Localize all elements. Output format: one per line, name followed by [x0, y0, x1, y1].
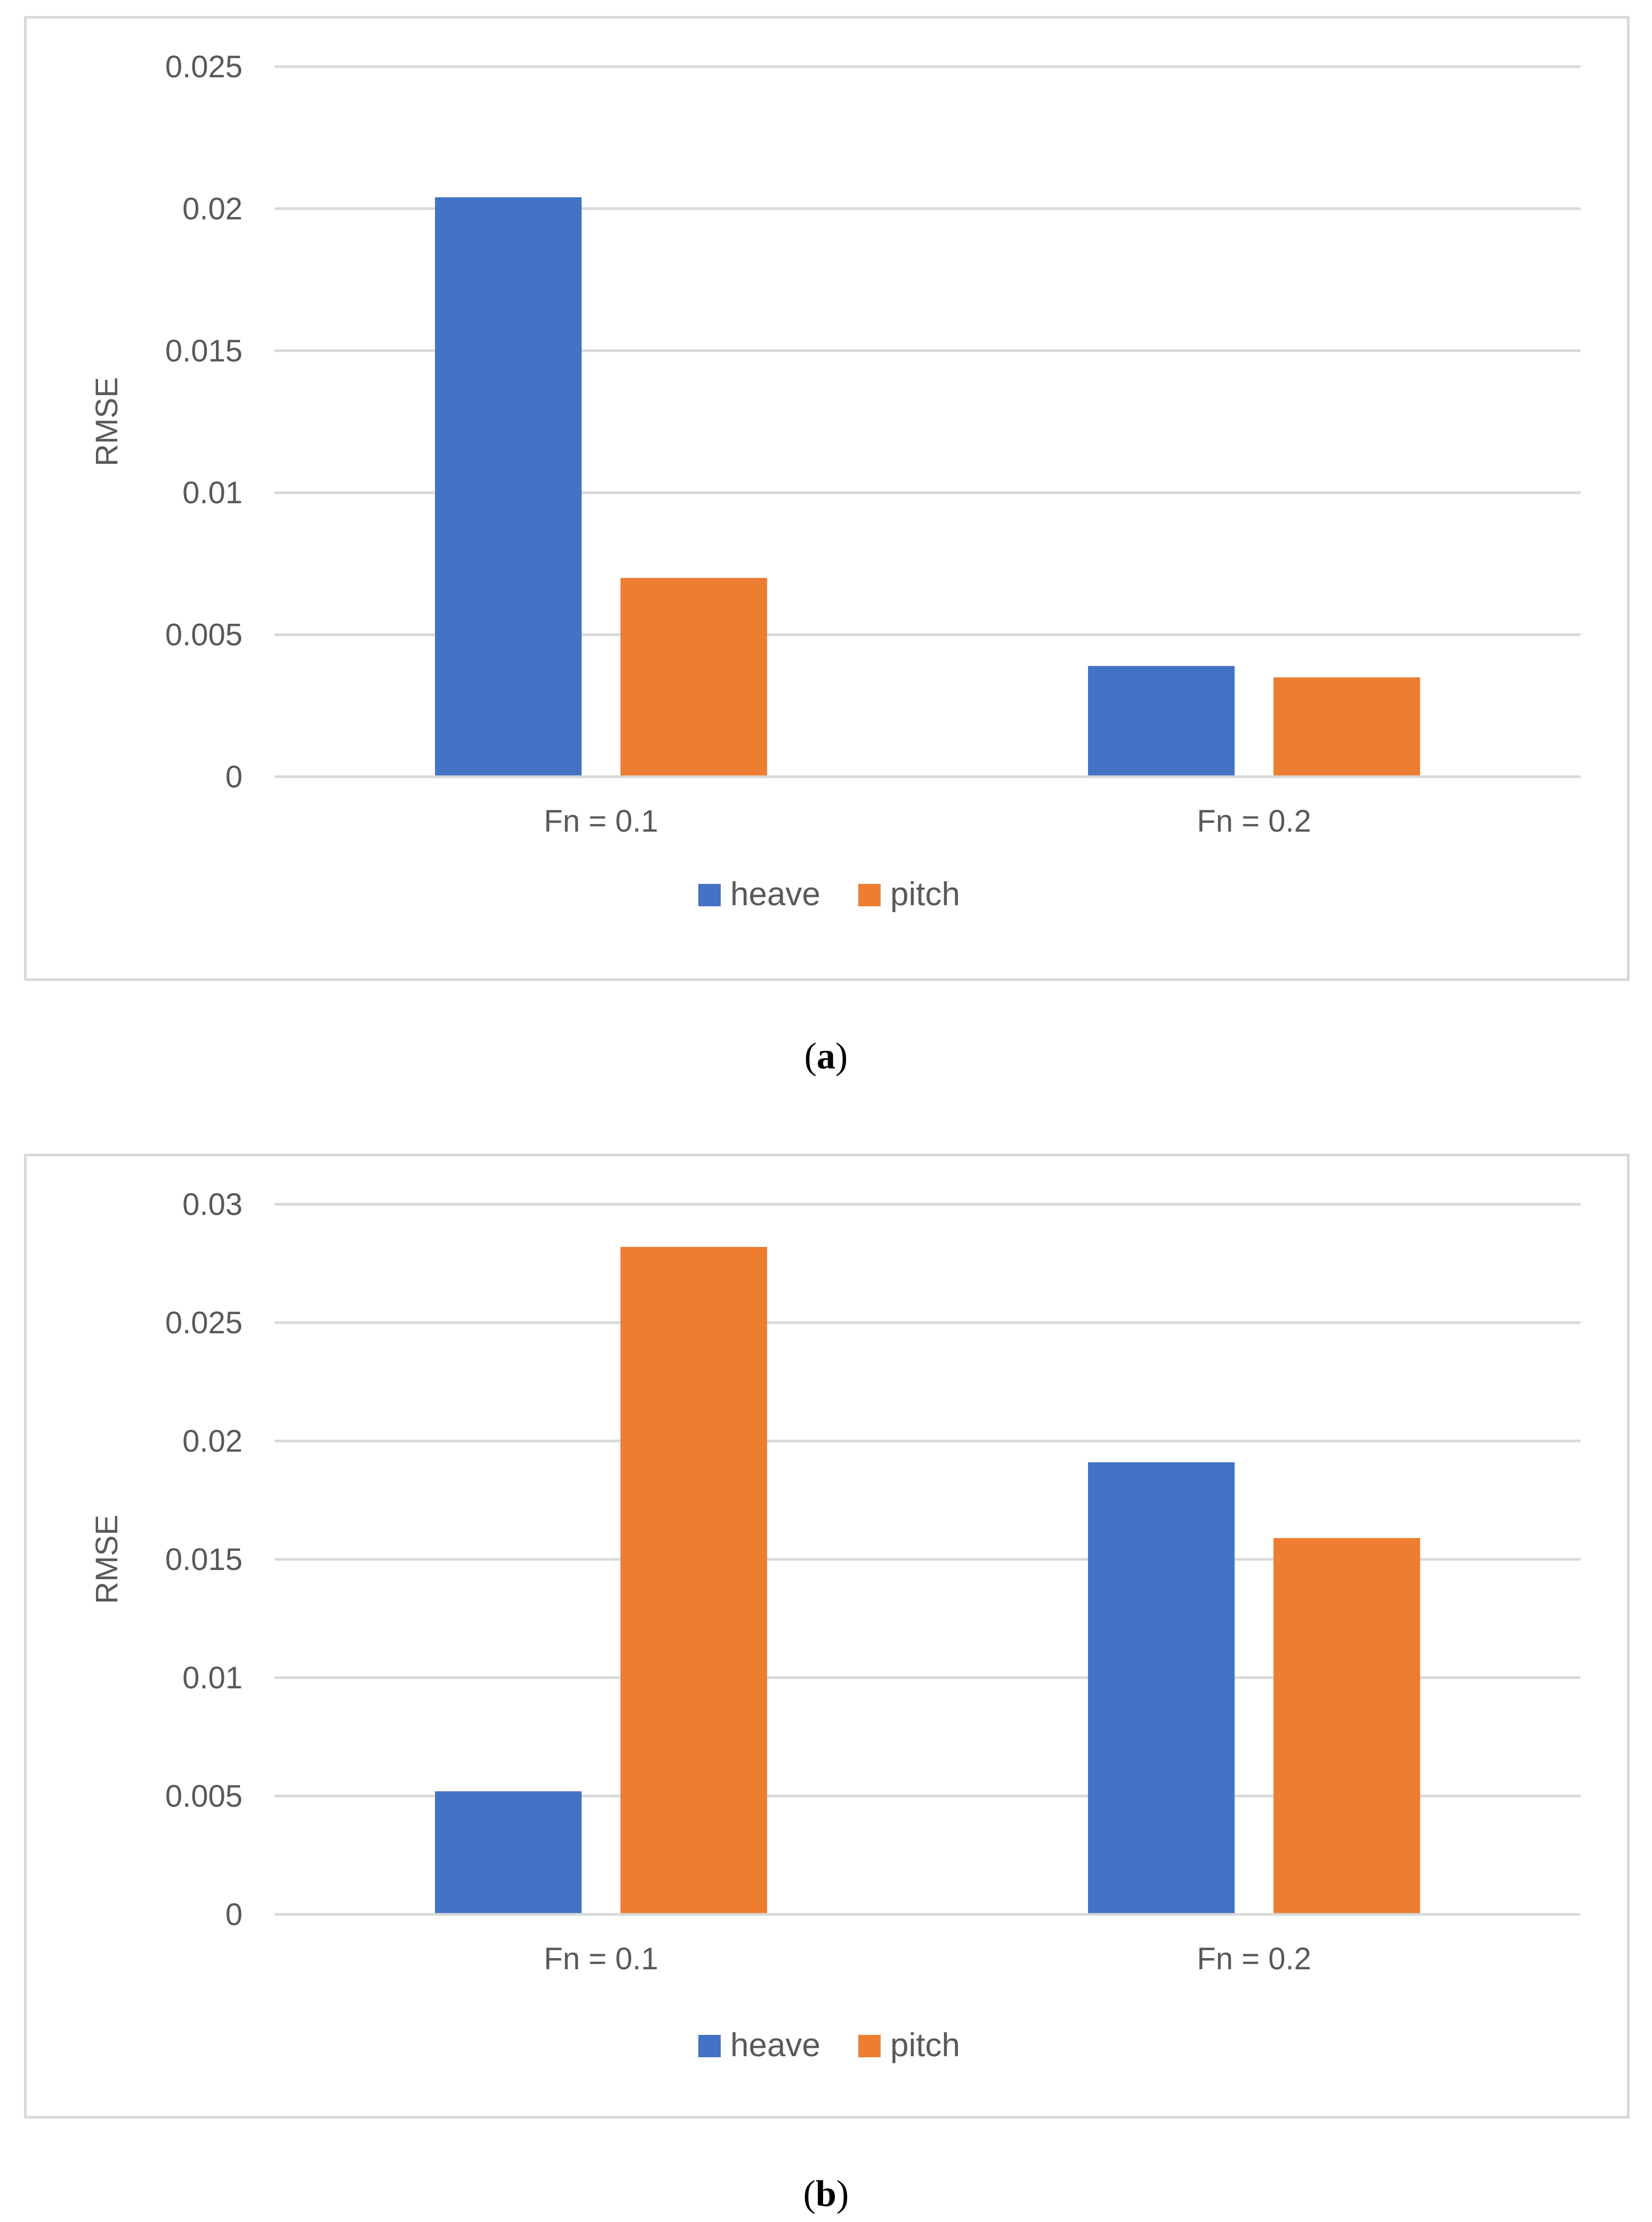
- legend-swatch-heave: [698, 2035, 721, 2057]
- legend-label-pitch: pitch: [890, 876, 960, 913]
- bar-pitch-1: [620, 1246, 767, 1914]
- y-axis-title: RMSE: [90, 377, 124, 466]
- caption-a: (a): [804, 1036, 848, 1077]
- bar-heave-2: [1088, 1462, 1235, 1914]
- caption-b-letter: b: [816, 2173, 836, 2215]
- caption-b: (b): [803, 2173, 849, 2215]
- y-tick-label: 0.01: [182, 1661, 243, 1695]
- y-tick-label: 0.03: [182, 1187, 243, 1222]
- chart-panel-b: 0 0.005 0.01 0.015 0.02 0.025 0.03 RMSE Fn = 0.1…: [24, 1154, 1630, 2119]
- bar-heave-1: [435, 1791, 582, 1914]
- legend-swatch-heave: [698, 884, 721, 906]
- y-tick-label: 0.025: [165, 1306, 243, 1340]
- legend-label-heave: heave: [730, 2027, 820, 2064]
- bar-heave-1: [435, 197, 582, 777]
- x-category-label: Fn = 0.2: [1197, 804, 1311, 839]
- bar-pitch-1: [620, 578, 767, 777]
- y-tick-label: 0.015: [165, 1542, 243, 1577]
- bar-pitch-2: [1274, 1538, 1420, 1914]
- x-category-label: Fn = 0.2: [1197, 1942, 1311, 1976]
- y-tick-label: 0: [225, 1897, 243, 1932]
- y-tick-label: 0.025: [165, 50, 243, 84]
- legend-label-pitch: pitch: [890, 2027, 960, 2064]
- caption-a-letter: a: [817, 1036, 835, 1077]
- bar-pitch-2: [1274, 677, 1420, 777]
- x-category-label: Fn = 0.1: [544, 804, 658, 839]
- y-tick-label: 0.005: [165, 1779, 243, 1814]
- y-tick-label: 0: [225, 760, 243, 794]
- bar-heave-2: [1088, 666, 1235, 777]
- y-tick-label: 0.005: [165, 618, 243, 653]
- y-tick-label: 0.01: [182, 476, 243, 510]
- y-axis-title: RMSE: [90, 1515, 124, 1604]
- bar-chart-b: 0 0.005 0.01 0.015 0.02 0.025 0.03 RMSE Fn = 0.1…: [90, 1187, 1581, 2064]
- legend-swatch-pitch: [858, 884, 881, 906]
- bar-chart-a: 0 0.005 0.01 0.015 0.02 0.025 RMSE Fn = 0.1 Fn =…: [90, 50, 1581, 913]
- legend-swatch-pitch: [858, 2035, 881, 2057]
- chart-panel-a: 0 0.005 0.01 0.015 0.02 0.025 RMSE Fn = 0.1 Fn =…: [24, 16, 1630, 981]
- x-category-label: Fn = 0.1: [544, 1942, 658, 1976]
- y-tick-label: 0.015: [165, 334, 243, 368]
- legend-label-heave: heave: [730, 876, 820, 913]
- y-tick-label: 0.02: [182, 1424, 243, 1459]
- y-tick-label: 0.02: [182, 191, 243, 226]
